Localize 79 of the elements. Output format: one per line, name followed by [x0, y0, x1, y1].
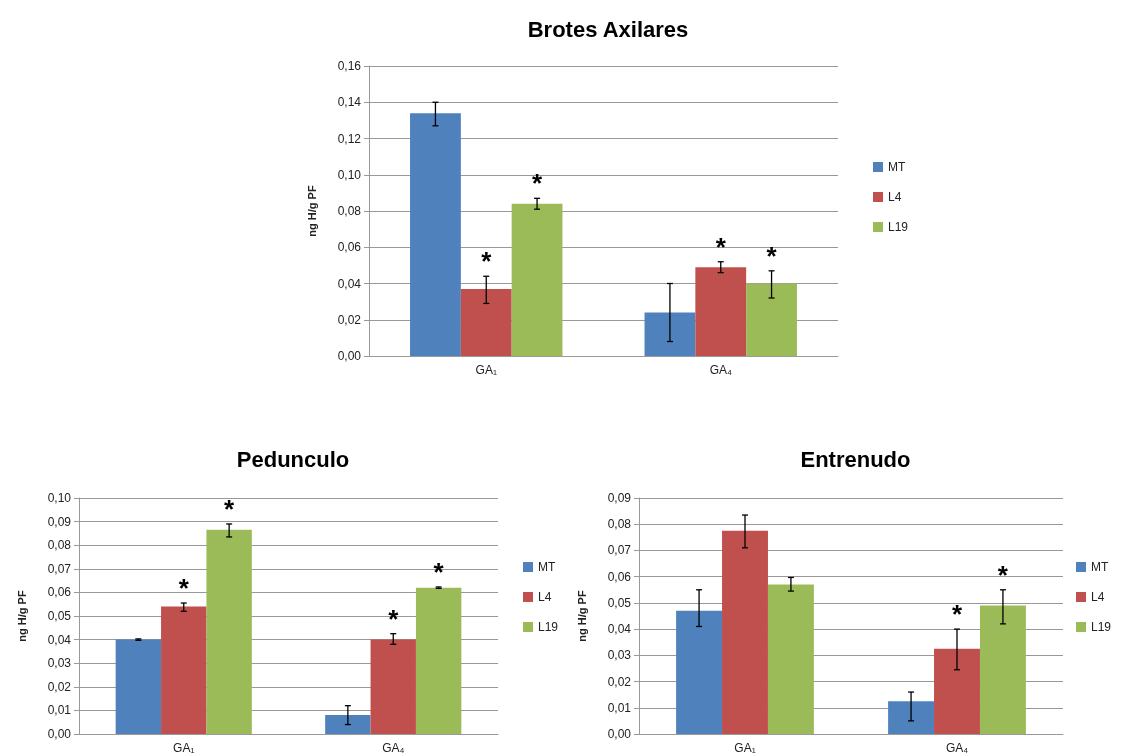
bar: [767, 584, 814, 734]
y-tick-label: 0,12: [337, 131, 362, 146]
y-axis-title: ng H/g PF: [575, 590, 588, 642]
data-label: *: [224, 493, 236, 524]
bar: [206, 529, 252, 734]
chart-title: Entrenudo: [800, 446, 911, 472]
y-axis-title: ng H/g PF: [305, 185, 318, 237]
legend-label: MT: [887, 160, 906, 174]
data-label: *: [388, 603, 400, 634]
y-tick-label: 0,03: [47, 656, 72, 671]
data-label: *: [481, 246, 493, 277]
y-tick-label: 0,06: [607, 569, 632, 584]
y-tick-label: 0,04: [337, 276, 362, 291]
legend-label: L4: [1090, 590, 1105, 604]
bar: [460, 288, 512, 356]
y-tick-label: 0,08: [337, 204, 362, 218]
bar: [934, 648, 980, 734]
y-tick-label: 0,08: [607, 517, 632, 532]
legend-label: MT: [1090, 560, 1109, 574]
x-tick-label: GA₁: [475, 363, 497, 377]
bar: [888, 701, 935, 734]
legend-label: L4: [537, 590, 552, 604]
x-tick-label: GA₁: [173, 741, 195, 755]
data-label: *: [997, 559, 1009, 590]
y-tick-label: 0,07: [607, 543, 632, 558]
y-tick-label: 0,10: [47, 491, 72, 505]
y-tick-label: 0,06: [337, 240, 362, 255]
chart-title: Pedunculo: [236, 446, 350, 472]
y-tick-label: 0,05: [47, 609, 72, 623]
y-tick-label: 0,16: [337, 59, 362, 73]
bar: [410, 113, 461, 356]
bar: [415, 587, 462, 734]
bar: [644, 312, 696, 356]
y-tick-label: 0,00: [607, 727, 632, 741]
y-tick-label: 0,04: [47, 632, 72, 647]
legend-label: L19: [887, 220, 909, 234]
y-tick-label: 0,01: [607, 700, 632, 715]
y-tick-label: 0,09: [47, 514, 72, 529]
bar: [115, 639, 162, 734]
data-label: *: [766, 240, 778, 271]
chart-title: Brotes Axilares: [527, 16, 689, 42]
bar: [722, 530, 768, 734]
legend-label: L19: [537, 620, 559, 634]
data-label: *: [715, 231, 727, 262]
y-tick-label: 0,02: [607, 674, 632, 689]
legend-label: MT: [537, 560, 556, 574]
legend-label: L4: [887, 190, 902, 204]
y-tick-label: 0,04: [607, 622, 632, 637]
legend-label: L19: [1090, 620, 1112, 634]
bar: [979, 605, 1026, 734]
x-tick-label: GA₄: [709, 363, 732, 377]
bar: [370, 639, 416, 734]
data-label: *: [532, 168, 543, 199]
data-label: *: [178, 573, 190, 604]
y-tick-label: 0,08: [47, 538, 72, 553]
y-tick-label: 0,07: [47, 561, 72, 576]
bar: [161, 606, 207, 734]
data-label: *: [951, 599, 963, 630]
y-tick-label: 0,00: [47, 727, 72, 741]
data-label: *: [433, 556, 445, 587]
x-tick-label: GA₁: [734, 741, 756, 755]
bar: [325, 715, 371, 734]
bar: [676, 610, 723, 734]
y-tick-label: 0,10: [337, 167, 362, 182]
x-tick-label: GA₄: [945, 741, 969, 755]
y-tick-label: 0,05: [607, 595, 632, 610]
y-tick-label: 0,02: [337, 312, 362, 327]
y-tick-label: 0,01: [47, 703, 72, 718]
y-tick-label: 0,14: [337, 95, 362, 110]
y-tick-label: 0,02: [47, 679, 72, 694]
bar: [695, 267, 747, 356]
bar: [746, 283, 797, 356]
y-tick-label: 0,06: [47, 585, 72, 600]
x-tick-label: GA₄: [382, 741, 405, 755]
y-tick-label: 0,09: [607, 491, 632, 505]
bar: [511, 203, 563, 356]
y-tick-label: 0,00: [337, 349, 362, 363]
y-tick-label: 0,03: [607, 648, 632, 663]
y-axis-title: ng H/g PF: [15, 590, 28, 642]
